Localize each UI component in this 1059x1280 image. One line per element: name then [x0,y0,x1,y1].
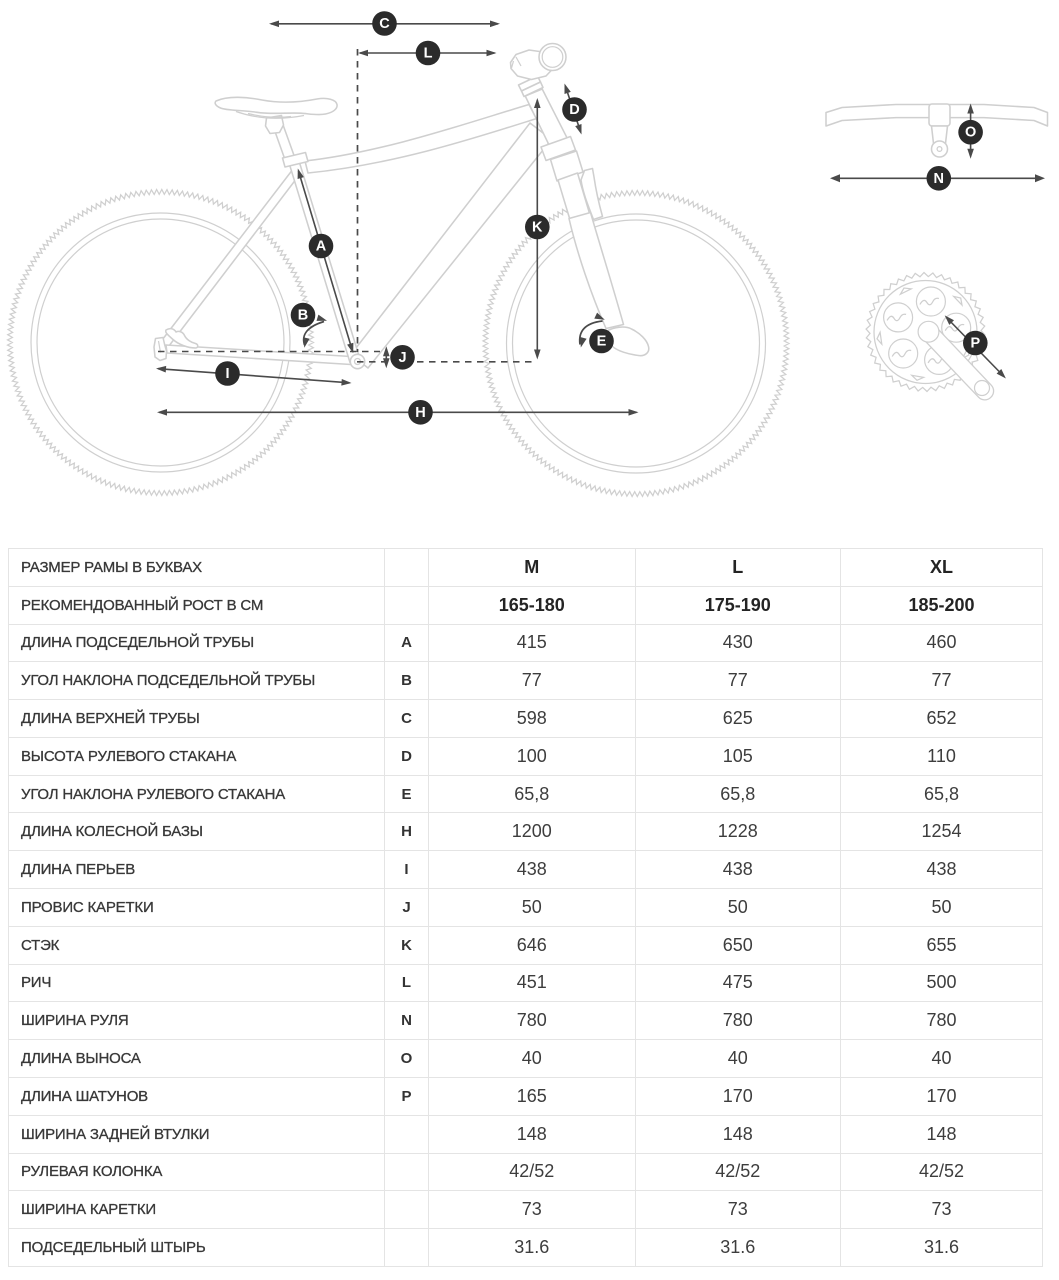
svg-text:E: E [597,334,607,350]
svg-text:J: J [398,350,406,366]
svg-text:A: A [316,239,327,255]
svg-text:C: C [379,16,390,32]
svg-text:K: K [532,220,543,236]
svg-text:N: N [934,171,944,187]
svg-text:L: L [424,46,433,62]
svg-text:H: H [415,405,425,421]
svg-text:D: D [569,102,579,118]
svg-text:B: B [298,308,308,324]
svg-text:P: P [970,336,980,352]
svg-text:O: O [965,125,976,141]
svg-text:I: I [225,366,229,382]
